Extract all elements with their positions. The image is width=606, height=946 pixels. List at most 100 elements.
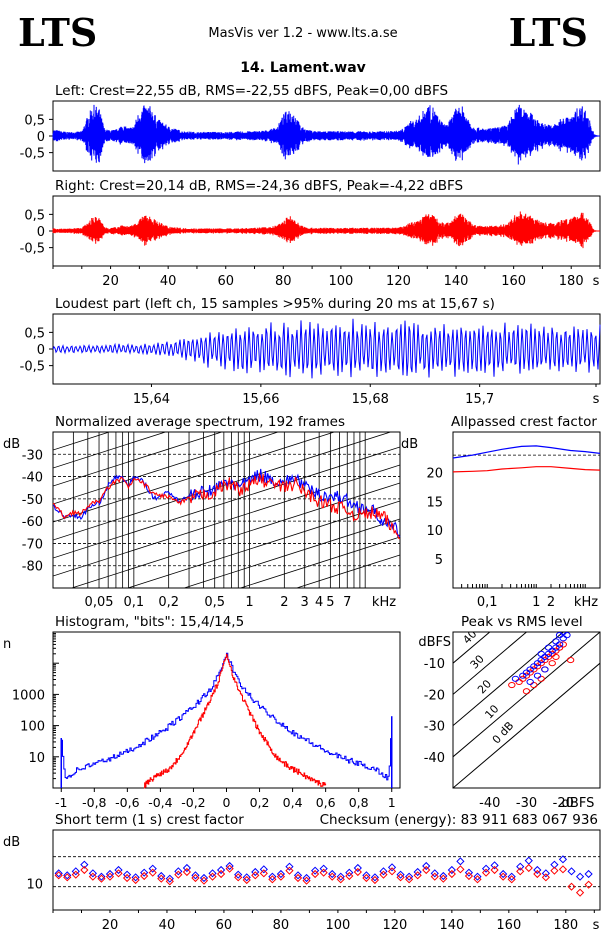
x-tick-label: 180	[559, 274, 584, 289]
short-term-crest-point	[285, 866, 294, 875]
x-tick-label: 1	[388, 795, 396, 810]
short-term-crest-point	[473, 872, 482, 881]
x-tick-label: 80	[275, 274, 292, 289]
short-term-crest-point	[234, 870, 243, 879]
short-term-crest-point	[567, 867, 576, 876]
short-term-crest-point	[567, 882, 576, 891]
left-waveform-signal	[52, 104, 601, 165]
short-term-crest-point	[473, 875, 482, 884]
short-term-crest-point	[439, 871, 448, 881]
peak-vs-rms-point	[548, 660, 556, 667]
peak-vs-rms-point	[522, 688, 531, 695]
short-term-crest-point	[422, 865, 431, 875]
peak-vs-rms-point	[559, 641, 567, 648]
short-term-crest-point	[302, 876, 311, 885]
short-term-crest-point	[268, 875, 277, 884]
short-term-crest-point	[268, 872, 277, 881]
short-term-crest-point	[447, 869, 456, 879]
peak-vs-rms-point	[563, 632, 571, 639]
peak-vs-rms-point	[511, 675, 520, 682]
y-tick-label: 15	[426, 495, 443, 510]
x-tick-label: 0,1	[124, 595, 145, 610]
x-tick-label: -0,2	[181, 795, 205, 810]
x-tick-label: 40	[160, 274, 177, 289]
short-term-crest-point	[379, 870, 388, 879]
avg-spectrum-series-1	[52, 472, 401, 540]
y-tick-label: -0,5	[20, 242, 45, 257]
x-tick-label: 15,66	[242, 392, 279, 407]
short-term-crest-point	[311, 869, 320, 879]
short-term-crest-point	[387, 867, 397, 876]
x-tick-label: 2	[280, 595, 288, 610]
x-axis-label: dBFS	[562, 796, 595, 811]
lts-logo-right: LTS	[508, 10, 588, 55]
short-term-crest-point	[507, 872, 516, 881]
allpassed-crest-series-0	[452, 445, 601, 459]
y-tick-label: 5	[435, 553, 443, 568]
short-term-crest-point	[199, 876, 209, 885]
peak-vs-rms-point	[552, 647, 560, 654]
short-term-crest-point	[405, 872, 414, 881]
short-term-crest-point	[105, 869, 115, 879]
peak-vs-rms-point	[566, 656, 575, 664]
short-term-crest-point	[71, 870, 80, 879]
slope-line	[53, 195, 400, 306]
short-term-crest-point	[328, 869, 337, 879]
x-tick-label: 160	[501, 274, 526, 289]
avg-spectrum-frame	[52, 431, 401, 589]
short-term-crest-point	[328, 872, 337, 881]
short-term-crest-point	[191, 871, 200, 880]
peak-vs-rms-point	[519, 675, 527, 682]
short-term-crest-point	[105, 872, 115, 881]
short-term-crest-point	[558, 865, 568, 874]
short-term-crest-point	[242, 875, 251, 885]
peak-vs-rms-point	[541, 656, 549, 664]
x-tick-label: 0,05	[85, 595, 114, 610]
peak-vs-rms-point	[552, 644, 560, 651]
short-term-crest-point	[362, 873, 371, 883]
short-term-crest-point	[456, 865, 465, 874]
diagonal-line	[453, 632, 528, 696]
x-tick-label: 180	[553, 918, 578, 933]
lts-logo-left: LTS	[18, 10, 98, 55]
diagonal-line	[453, 662, 600, 788]
peak-vs-rms-point	[537, 675, 545, 682]
x-tick-label: 60	[216, 918, 233, 933]
short-term-crest-point	[208, 872, 217, 881]
y-tick-label: -40	[424, 751, 445, 766]
y-tick-label: 0,5	[24, 326, 45, 341]
y-tick-label: -0,5	[20, 360, 45, 375]
x-tick-label: 3	[301, 595, 309, 610]
short-term-crest-point	[165, 874, 174, 883]
y-tick-label: -80	[22, 560, 43, 575]
x-tick-label: 0,2	[158, 595, 179, 610]
x-tick-label: kHz	[372, 595, 396, 610]
x-tick-label: 60	[217, 274, 234, 289]
peak-vs-rms-point	[533, 660, 542, 667]
checksum-annotation: Checksum (energy): 83 911 683 067 936	[320, 812, 598, 828]
x-tick-label: 100	[325, 918, 350, 933]
x-tick-label: 0,6	[316, 795, 336, 810]
left-waveform-title: Left: Crest=22,55 dB, RMS=-22,55 dBFS, P…	[55, 83, 448, 99]
peak-vs-rms-point	[555, 641, 564, 648]
short-term-crest-point	[456, 857, 465, 866]
short-term-crest-point	[499, 872, 508, 881]
short-term-crest-point	[524, 856, 533, 865]
x-tick-label: 140	[444, 274, 469, 289]
short-term-crest-point	[259, 869, 268, 878]
short-term-crest-point	[353, 867, 362, 877]
slope-line	[295, 554, 400, 588]
slope-line	[182, 518, 400, 588]
short-term-crest-point	[216, 869, 226, 879]
y-tick-label: -50	[22, 493, 43, 508]
peak-vs-rms-point	[548, 647, 556, 654]
short-term-crest-point	[516, 862, 525, 871]
short-term-crest-point	[54, 869, 63, 878]
x-tick-label: 0,4	[283, 795, 303, 810]
y-tick-label: -30	[22, 448, 43, 463]
peak-vs-rms-title: Peak vs RMS level	[461, 614, 583, 630]
x-tick-label: -0,8	[82, 795, 106, 810]
x-tick-label: -40	[479, 796, 500, 811]
short-term-crest-point	[114, 869, 123, 878]
short-term-crest-point	[575, 872, 585, 881]
